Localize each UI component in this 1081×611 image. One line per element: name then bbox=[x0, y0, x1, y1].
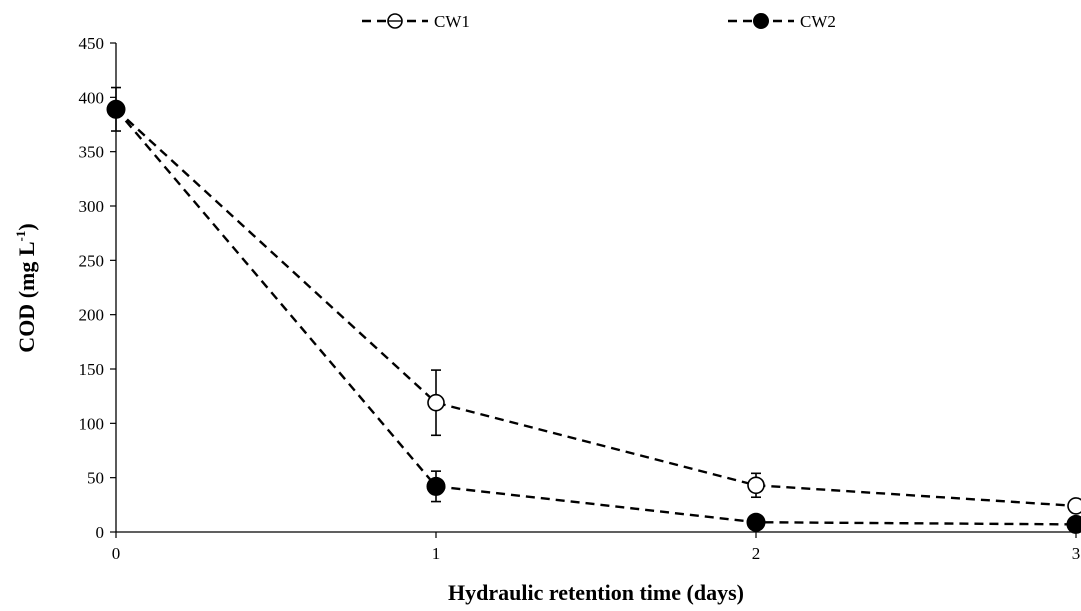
y-axis-title-main: COD (mg L bbox=[14, 241, 39, 352]
y-tick-label: 250 bbox=[79, 251, 105, 270]
x-tick-label: 0 bbox=[112, 544, 121, 563]
y-tick-label: 50 bbox=[87, 469, 104, 488]
x-tick-label: 1 bbox=[432, 544, 441, 563]
legend-item-cw1: CW1 bbox=[362, 12, 470, 31]
data-point-cw2 bbox=[1066, 514, 1081, 534]
data-point-cw2 bbox=[426, 476, 446, 496]
y-tick-label: 350 bbox=[79, 143, 105, 162]
x-tick-label: 2 bbox=[752, 544, 761, 563]
series-cw2 bbox=[106, 99, 1081, 534]
series-line-cw2 bbox=[115, 108, 1077, 526]
y-tick-label: 300 bbox=[79, 197, 105, 216]
legend: CW1 CW2 bbox=[362, 12, 836, 31]
x-axis-title: Hydraulic retention time (days) bbox=[448, 580, 744, 605]
y-axis-title-superscript: -1 bbox=[13, 231, 28, 242]
legend-marker bbox=[753, 13, 769, 29]
axes: 0 50 100 150 200 250 300 350 400 450 0 1 2 3 bbox=[79, 34, 1081, 563]
y-tick-label: 0 bbox=[96, 523, 105, 542]
y-axis-title-suffix: ) bbox=[14, 223, 39, 230]
y-tick-label: 400 bbox=[79, 88, 105, 107]
data-point-cw1 bbox=[747, 476, 765, 495]
y-tick-label: 150 bbox=[79, 360, 105, 379]
y-tick-label: 200 bbox=[79, 306, 105, 325]
y-axis-title: COD (mg L-1) bbox=[13, 223, 39, 352]
y-tick-label: 100 bbox=[79, 414, 105, 433]
data-point-cw1 bbox=[1067, 497, 1081, 515]
legend-label: CW2 bbox=[800, 12, 836, 31]
series-line-cw1 bbox=[115, 108, 1077, 508]
data-point-cw1 bbox=[427, 393, 445, 412]
data-point-cw2 bbox=[746, 512, 766, 532]
series-cw1 bbox=[107, 86, 1081, 515]
y-tick-label: 450 bbox=[79, 34, 105, 53]
legend-label: CW1 bbox=[434, 12, 470, 31]
series-layer bbox=[106, 86, 1081, 534]
legend-item-cw2: CW2 bbox=[728, 12, 836, 31]
x-tick-label: 3 bbox=[1072, 544, 1081, 563]
data-point-cw2 bbox=[106, 99, 126, 119]
